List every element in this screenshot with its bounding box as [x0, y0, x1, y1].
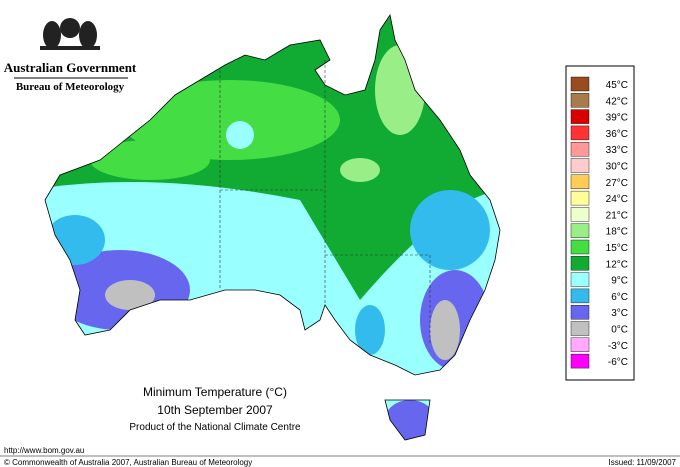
- legend-swatch: [570, 190, 590, 206]
- legend-swatch: [570, 321, 590, 336]
- legend-label: 9°C: [611, 276, 628, 287]
- crest: [40, 18, 100, 50]
- bureau-name: Bureau of Meteorology: [16, 81, 125, 93]
- legend-label: 21°C: [606, 210, 628, 221]
- legend-label: -3°C: [608, 341, 628, 352]
- legend-label: 6°C: [611, 292, 628, 303]
- legend-label: 15°C: [606, 243, 628, 254]
- legend-swatch: [570, 223, 590, 238]
- copyright: © Commonwealth of Australia 2007, Austra…: [4, 458, 252, 467]
- legend-label: 0°C: [611, 325, 628, 336]
- legend-swatch: [570, 239, 590, 255]
- legend-swatch: [570, 109, 590, 124]
- legend-label: 30°C: [606, 162, 628, 173]
- legend-label: 39°C: [606, 113, 628, 124]
- issued-date: Issued: 11/09/2007: [609, 458, 677, 467]
- legend-swatch: [570, 174, 590, 190]
- legend-swatch: [570, 207, 590, 222]
- legend-label: 24°C: [606, 194, 628, 205]
- legend-label: 27°C: [606, 178, 628, 189]
- legend-swatch: [570, 93, 590, 108]
- legend-label: 12°C: [606, 259, 628, 270]
- map-title: Minimum Temperature (°C): [143, 385, 287, 399]
- legend-swatch: [570, 125, 590, 141]
- government-name: Australian Government: [4, 60, 137, 75]
- legend-label: 45°C: [606, 80, 628, 91]
- legend-swatch: [570, 272, 590, 287]
- legend-swatch: [570, 158, 590, 173]
- legend-swatch: [570, 76, 590, 92]
- legend-swatch: [570, 305, 590, 320]
- legend-label: 33°C: [606, 145, 628, 156]
- legend: 45°C 42°C 39°C 36°C 33°C 30°C 27°C 24°C 21°C 18°C…: [570, 76, 628, 369]
- legend-label: 3°C: [611, 308, 628, 319]
- legend-label: 18°C: [606, 227, 628, 238]
- legend-label: -6°C: [608, 357, 628, 368]
- source-url: http://www.bom.gov.au: [4, 446, 84, 455]
- legend-swatch: [570, 337, 590, 352]
- legend-swatch: [570, 353, 590, 369]
- coastline: [44, 13, 501, 441]
- legend-label: 42°C: [606, 96, 628, 107]
- legend-swatch: [570, 288, 590, 304]
- product-note: Product of the National Climate Centre: [129, 422, 301, 433]
- state-borders: [219, 60, 431, 345]
- map-date: 10th September 2007: [157, 403, 273, 417]
- legend-label: 36°C: [606, 129, 628, 140]
- legend-swatch: [570, 141, 590, 157]
- legend-swatch: [570, 256, 590, 271]
